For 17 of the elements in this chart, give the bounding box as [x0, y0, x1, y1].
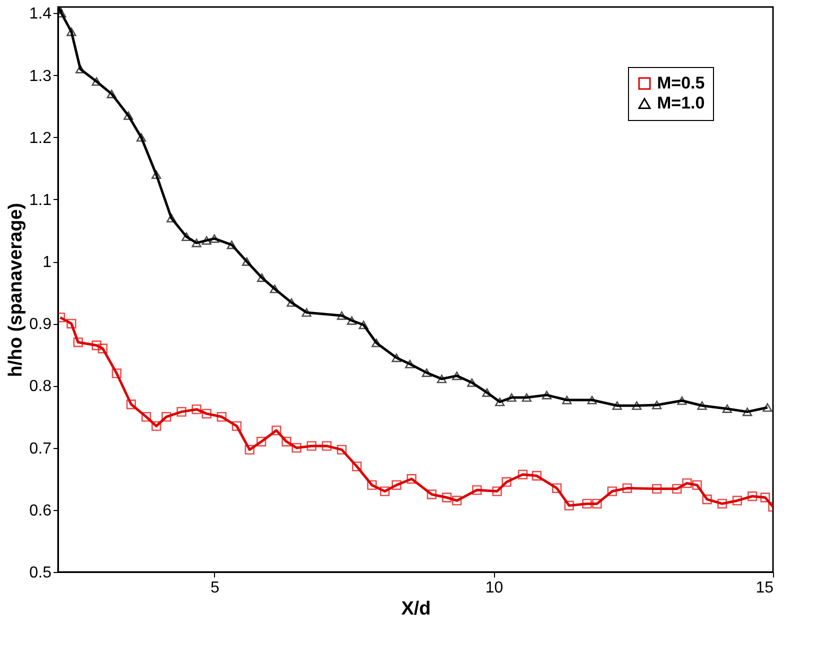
y-tick-label: 0.8 — [29, 378, 52, 396]
y-tick-label: 0.9 — [29, 316, 52, 334]
y-axis-title: h/ho (spanaverage) — [5, 202, 26, 378]
y-tick-label: 0.7 — [29, 440, 52, 458]
x-tick-label: 15 — [756, 580, 774, 596]
legend-label: M=0.5 — [657, 74, 705, 92]
legend-label: M=1.0 — [657, 94, 705, 112]
y-tick-label: 0.5 — [29, 564, 52, 582]
y-tick-label: 1.4 — [29, 6, 52, 23]
y-tick-label: 1.2 — [29, 130, 52, 147]
y-tick-label: 1.1 — [29, 192, 52, 209]
y-tick-label: 1.3 — [29, 68, 52, 85]
y-tick-label: 0.6 — [29, 502, 52, 520]
y-tick-label: 1 — [42, 254, 52, 272]
x-axis-title: X/d — [401, 598, 431, 620]
x-tick-label: 5 — [210, 580, 220, 596]
x-tick-label: 10 — [485, 580, 504, 596]
